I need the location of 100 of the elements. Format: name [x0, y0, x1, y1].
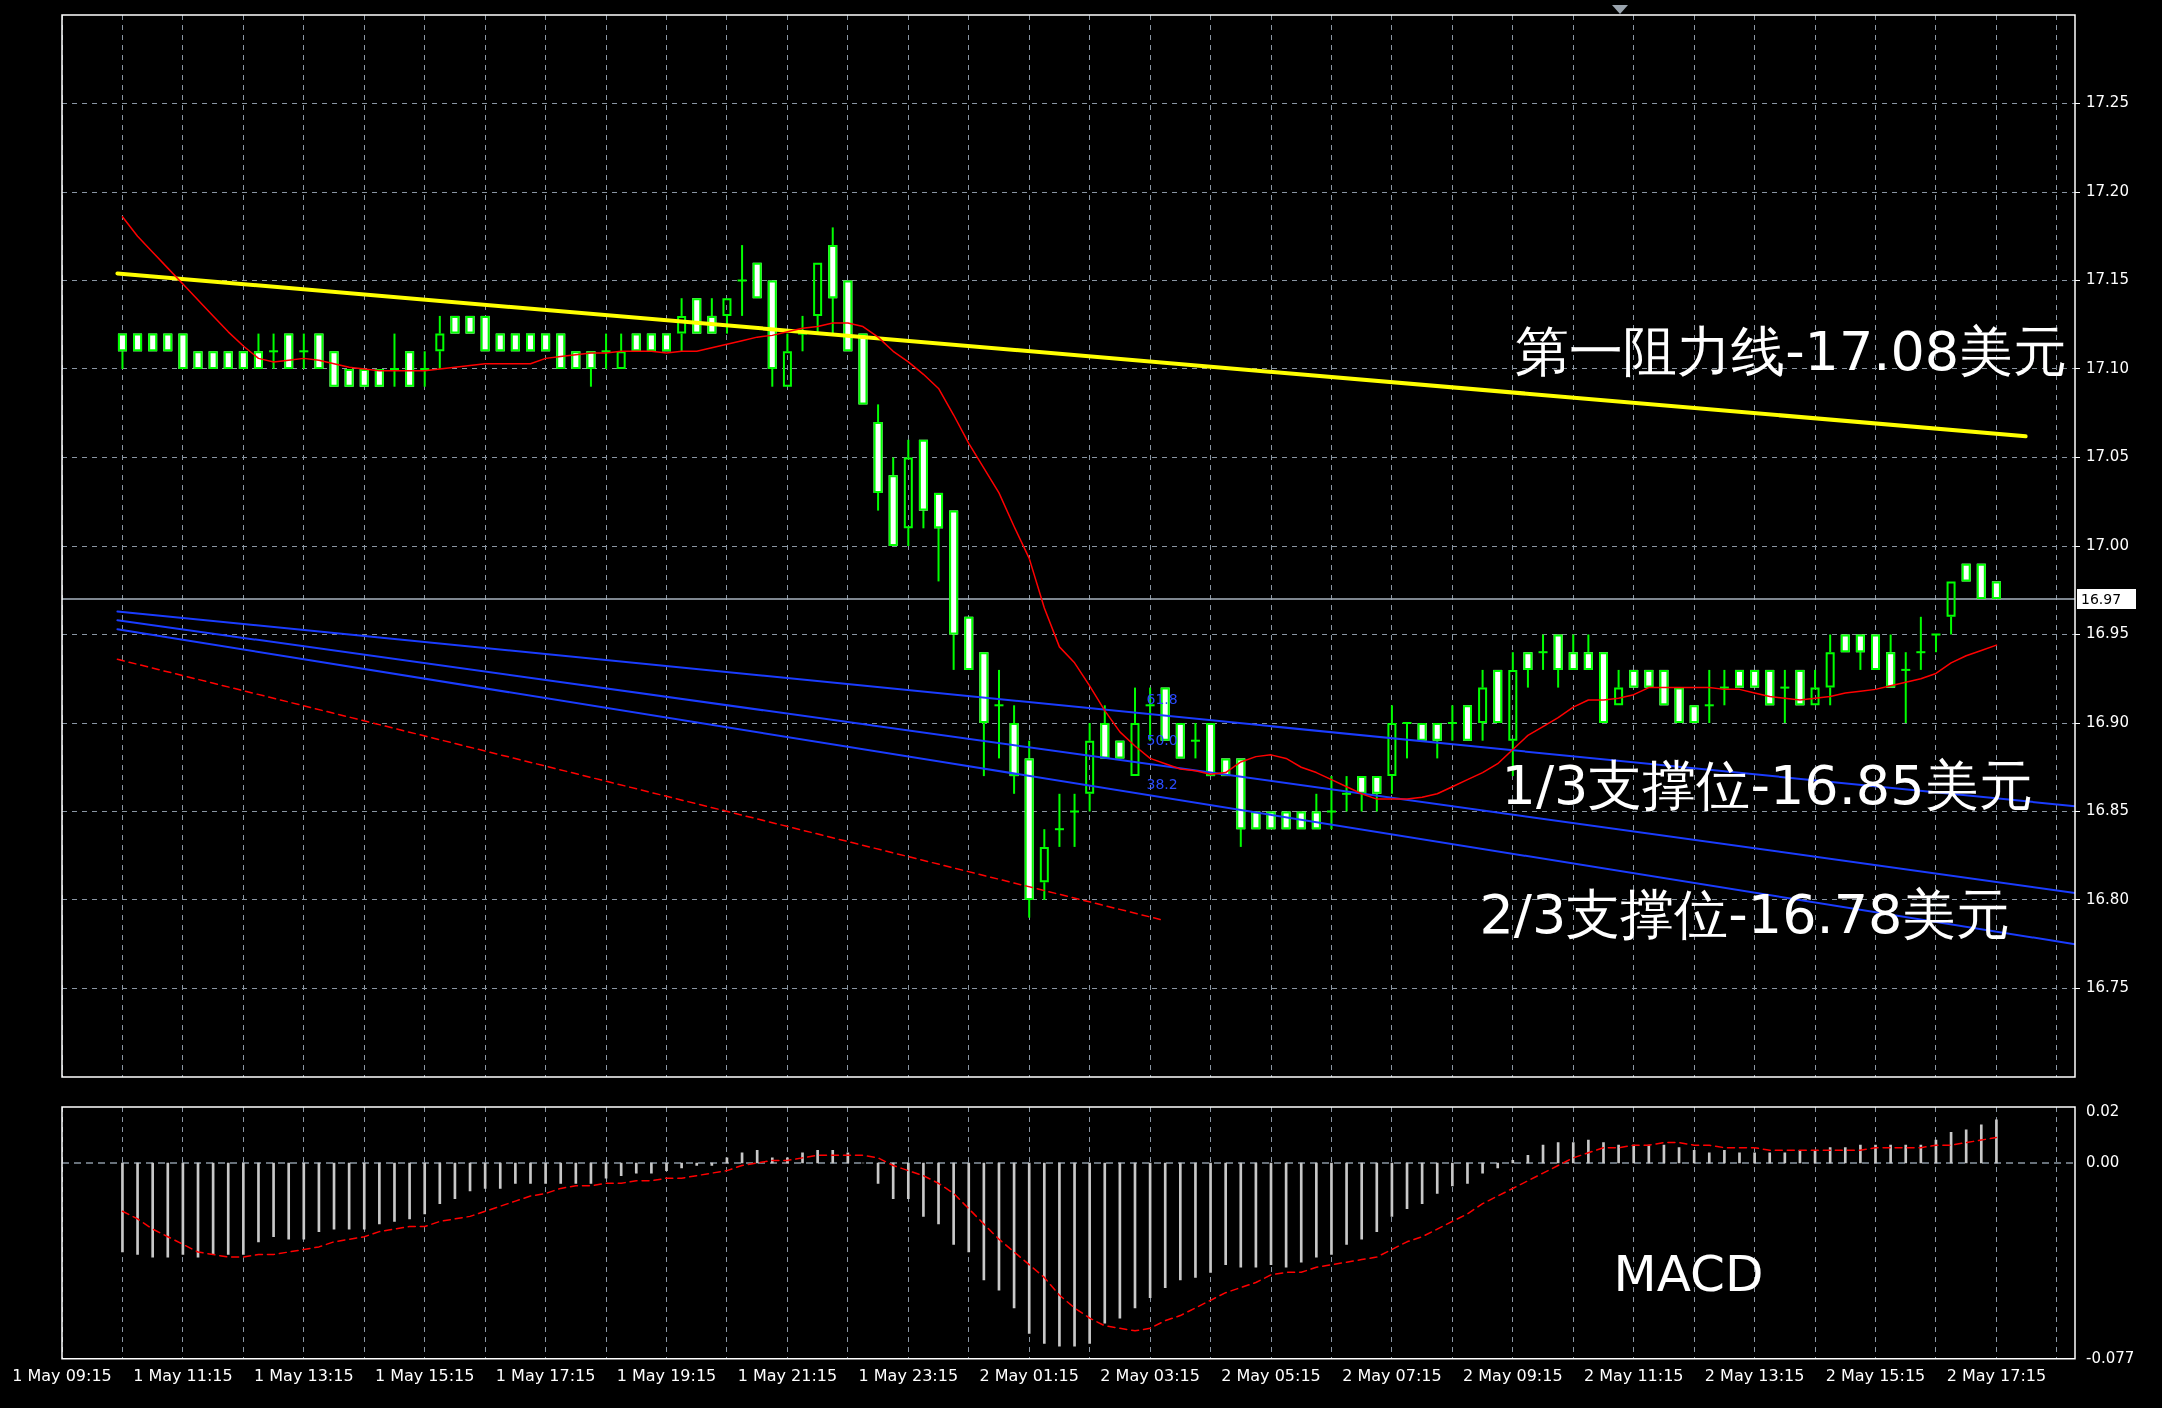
x-tick-label: 2 May 05:15	[1221, 1365, 1321, 1385]
candlestick	[1009, 705, 1019, 794]
bar	[816, 1149, 819, 1164]
candlestick	[117, 333, 127, 369]
bar	[1481, 1162, 1484, 1174]
bar	[408, 1162, 411, 1220]
bar	[423, 1162, 427, 1215]
candlestick	[1130, 687, 1140, 777]
candlestick	[1644, 669, 1654, 688]
bar	[891, 1162, 895, 1199]
y-tick-label: 17.20	[2086, 181, 2129, 200]
bar	[1511, 1160, 1515, 1164]
candlestick	[752, 262, 762, 299]
candlestick	[1886, 634, 1896, 688]
candlestick	[1810, 669, 1820, 706]
candlestick	[677, 298, 687, 352]
bar	[831, 1149, 835, 1164]
x-tick-label: 2 May 09:15	[1463, 1365, 1563, 1385]
candlestick	[1553, 634, 1563, 688]
bar	[1496, 1162, 1500, 1169]
candlestick	[208, 351, 218, 369]
candlestick	[1478, 669, 1488, 741]
candlestick	[1206, 723, 1216, 777]
x-tick-label: 2 May 07:15	[1342, 1365, 1442, 1385]
bar	[121, 1162, 124, 1253]
bar	[1964, 1129, 1968, 1164]
candlestick	[1659, 669, 1669, 706]
candlestick	[1296, 811, 1306, 830]
candlestick	[843, 280, 853, 352]
candlestick	[767, 280, 777, 387]
bar	[1179, 1162, 1182, 1281]
bar	[650, 1162, 653, 1174]
candlestick	[934, 492, 944, 582]
bar	[1753, 1152, 1756, 1164]
candlestick	[1402, 722, 1412, 759]
candlestick	[133, 333, 143, 352]
candlestick	[541, 333, 551, 352]
candlestick	[253, 333, 263, 369]
bar	[1315, 1162, 1318, 1258]
candlestick	[662, 333, 672, 352]
bar	[1602, 1142, 1605, 1164]
candlestick	[1583, 634, 1593, 670]
candlestick	[616, 333, 626, 369]
bar	[1632, 1144, 1636, 1164]
bar	[498, 1162, 502, 1189]
annotation: MACD	[1613, 1245, 1764, 1304]
candlestick	[903, 439, 913, 546]
x-tick-label: 2 May 11:15	[1583, 1365, 1684, 1385]
candlestick	[1704, 669, 1714, 723]
candlestick	[1115, 740, 1125, 759]
candlestick	[1674, 687, 1684, 723]
bar	[1027, 1162, 1031, 1334]
y-tick-label: -0.077	[2086, 1348, 2135, 1367]
candlestick	[994, 669, 1004, 759]
candlestick	[1614, 669, 1624, 706]
y-tick-label: 16.80	[2086, 889, 2129, 908]
candlestick	[692, 298, 702, 334]
bar	[952, 1162, 955, 1245]
x-tick-label: 1 May 11:15	[133, 1365, 233, 1385]
candlestick	[858, 333, 868, 405]
bar	[151, 1162, 155, 1258]
candlestick	[1916, 616, 1926, 670]
bar	[1995, 1119, 1998, 1164]
bar	[226, 1162, 230, 1255]
candlestick	[1236, 758, 1246, 847]
candlestick	[1931, 633, 1941, 653]
candlestick	[1493, 669, 1503, 723]
bar	[1345, 1162, 1348, 1245]
candlestick	[631, 333, 641, 352]
candlestick	[1689, 705, 1699, 723]
candlestick	[1357, 776, 1367, 812]
candlestick	[1417, 723, 1427, 741]
bar	[1163, 1162, 1167, 1288]
candlestick	[1750, 669, 1760, 688]
candlestick	[873, 404, 883, 511]
x-tick-label: 1 May 17:15	[495, 1365, 596, 1385]
bar	[1707, 1152, 1711, 1164]
x-tick-label: 1 May 19:15	[616, 1365, 717, 1385]
candlestick	[1266, 811, 1276, 830]
bar	[559, 1162, 563, 1184]
bar	[272, 1162, 275, 1238]
candlestick	[1190, 723, 1200, 759]
candlestick	[737, 245, 747, 316]
candlestick	[1629, 669, 1639, 688]
candlestick	[299, 333, 309, 369]
bar	[257, 1162, 260, 1243]
bar	[1768, 1152, 1772, 1164]
candlestick	[1961, 563, 1971, 582]
bar	[1088, 1162, 1091, 1344]
annotation: 38.2	[1146, 775, 1178, 792]
candlestick	[1251, 811, 1261, 830]
candlestick	[1462, 705, 1472, 741]
bar	[1874, 1144, 1877, 1164]
candlestick	[888, 457, 898, 546]
candlestick	[314, 333, 324, 369]
bar	[1360, 1162, 1364, 1240]
candlestick	[1568, 634, 1578, 670]
candlestick	[193, 351, 203, 369]
candlestick	[1901, 652, 1911, 723]
x-tick-label: 2 May 17:15	[1946, 1365, 2047, 1385]
